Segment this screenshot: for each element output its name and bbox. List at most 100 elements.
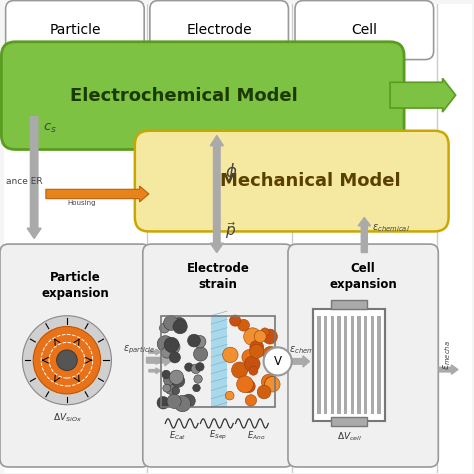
FancyArrow shape (210, 136, 223, 218)
Bar (337, 316, 341, 414)
Bar (313, 309, 385, 421)
Circle shape (263, 346, 278, 362)
Circle shape (237, 376, 253, 392)
Circle shape (174, 395, 191, 412)
Text: $\Delta V_{cell}$: $\Delta V_{cell}$ (337, 430, 362, 443)
Circle shape (263, 329, 277, 344)
Circle shape (157, 397, 169, 409)
Circle shape (182, 394, 195, 407)
FancyBboxPatch shape (288, 244, 438, 467)
Circle shape (237, 319, 249, 331)
Bar (324, 316, 328, 414)
Circle shape (172, 387, 180, 394)
FancyArrow shape (149, 349, 161, 355)
FancyArrow shape (27, 117, 41, 238)
FancyArrow shape (146, 355, 173, 366)
FancyArrow shape (149, 368, 161, 374)
Circle shape (157, 336, 173, 352)
Text: $\epsilon_{chemical}$: $\epsilon_{chemical}$ (290, 344, 327, 356)
Circle shape (33, 327, 100, 394)
Text: Electrochemical Model: Electrochemical Model (70, 87, 298, 105)
Bar (344, 316, 347, 414)
Bar (357, 316, 361, 414)
Circle shape (194, 375, 202, 383)
Circle shape (188, 334, 201, 347)
FancyBboxPatch shape (295, 0, 434, 60)
FancyArrow shape (292, 356, 310, 367)
Circle shape (250, 344, 264, 358)
Circle shape (164, 337, 179, 352)
Circle shape (264, 377, 278, 390)
Bar (351, 316, 354, 414)
Circle shape (257, 385, 271, 399)
FancyArrow shape (210, 218, 223, 253)
FancyArrow shape (439, 365, 458, 374)
Bar (331, 417, 367, 426)
Circle shape (264, 347, 292, 375)
FancyBboxPatch shape (1, 42, 404, 149)
Bar (331, 316, 334, 414)
FancyArrow shape (358, 218, 370, 253)
Circle shape (245, 356, 260, 372)
Circle shape (244, 328, 261, 346)
Circle shape (173, 319, 187, 334)
Bar (331, 300, 367, 309)
Circle shape (164, 316, 178, 330)
Bar (161, 316, 275, 407)
Circle shape (167, 394, 181, 409)
Bar (364, 316, 367, 414)
Circle shape (172, 375, 185, 387)
FancyBboxPatch shape (0, 244, 150, 467)
Circle shape (264, 377, 280, 392)
Circle shape (163, 384, 171, 392)
FancyArrow shape (390, 78, 456, 112)
Circle shape (167, 340, 180, 354)
Text: Housing: Housing (67, 200, 95, 206)
Text: Particle: Particle (49, 23, 100, 37)
Text: Electrode: Electrode (186, 23, 252, 37)
Text: Particle
expansion: Particle expansion (41, 271, 109, 300)
FancyBboxPatch shape (143, 244, 293, 467)
Text: $\phi$: $\phi$ (225, 161, 237, 182)
Bar (211, 316, 227, 407)
FancyBboxPatch shape (135, 131, 448, 231)
Circle shape (229, 315, 241, 326)
FancyArrow shape (149, 358, 161, 364)
Circle shape (254, 330, 266, 343)
Text: ance ER: ance ER (6, 176, 43, 185)
Text: $\epsilon_{chemical}$: $\epsilon_{chemical}$ (372, 222, 410, 234)
Circle shape (249, 366, 258, 375)
FancyBboxPatch shape (150, 0, 289, 60)
Text: $\epsilon_{mecha}$: $\epsilon_{mecha}$ (442, 341, 453, 371)
Circle shape (243, 380, 255, 392)
Circle shape (245, 395, 256, 406)
Circle shape (22, 316, 111, 405)
Text: $\Delta V_{SiOx}$: $\Delta V_{SiOx}$ (53, 412, 82, 424)
FancyArrow shape (268, 356, 287, 367)
Text: V: V (273, 355, 282, 368)
Circle shape (185, 363, 193, 371)
Circle shape (261, 328, 269, 337)
Circle shape (242, 349, 257, 365)
Bar (318, 316, 321, 414)
FancyBboxPatch shape (6, 0, 144, 60)
Circle shape (231, 362, 248, 378)
Circle shape (162, 370, 171, 379)
Circle shape (193, 336, 206, 348)
Text: Electrode
strain: Electrode strain (187, 262, 249, 291)
Circle shape (223, 347, 238, 363)
Circle shape (225, 391, 234, 400)
Circle shape (191, 364, 201, 374)
Text: $\vec{p}$: $\vec{p}$ (225, 220, 237, 241)
Circle shape (164, 374, 174, 385)
Text: $E_{Ano}$: $E_{Ano}$ (246, 429, 265, 442)
Circle shape (159, 323, 169, 333)
Circle shape (250, 340, 264, 354)
Text: $c_s$: $c_s$ (43, 122, 56, 135)
Circle shape (169, 370, 183, 384)
Text: $E_{Sep}$: $E_{Sep}$ (209, 429, 227, 442)
Bar (377, 316, 381, 414)
Circle shape (196, 363, 204, 371)
Text: Mechanical Model: Mechanical Model (220, 172, 401, 190)
Text: $E_{Cat}$: $E_{Cat}$ (169, 429, 187, 442)
